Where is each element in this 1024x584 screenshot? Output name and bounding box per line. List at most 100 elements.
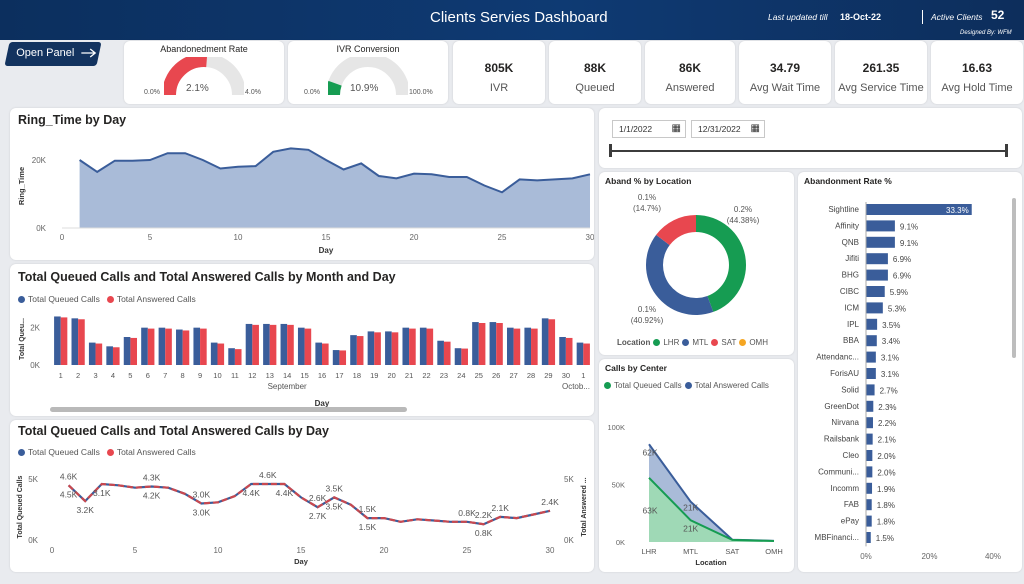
open-panel-button[interactable]: Open Panel (4, 42, 102, 66)
line-answered (67, 482, 551, 526)
x-tick-label: 40% (985, 552, 1001, 561)
bar-queued (228, 348, 235, 365)
x-tick-label: 28 (527, 371, 535, 380)
data-label: 4.6K (60, 471, 78, 481)
line-answered (648, 477, 775, 542)
bar (866, 368, 876, 379)
bar-queued (210, 342, 218, 365)
month-day-bar-chart: 1 2 3 4 5 6 7 8 9 10 11 12 13 14 15 16 17 18 19 20 21 22 23 24 2… (19, 316, 590, 408)
data-label: 2.2K (475, 510, 493, 520)
value-label: 5.3% (888, 304, 906, 313)
bar (866, 499, 872, 511)
y2-axis-title: Total Answered ... (581, 477, 588, 536)
value-label: 9.1% (900, 222, 918, 231)
date-slider-start-handle[interactable] (609, 144, 612, 157)
category-label: Sightline (828, 205, 859, 214)
bar-answered (287, 324, 294, 365)
kpi-ivr-card: 805K IVR (453, 41, 545, 104)
bar-answered (391, 332, 399, 365)
kpi-avg-wait-card: 34.79 Avg Wait Time (739, 41, 831, 104)
ring-time-chart: 0K 20K 0 5 10 15 20 25 30 Day Ring_Time (17, 147, 594, 255)
area-line (79, 147, 591, 194)
kpi-queued-card: 88K Queued (549, 41, 641, 104)
slice-label: 0.1% (638, 305, 656, 314)
x-tick-label: 25 (475, 371, 483, 380)
legend-label: Total Queued Calls (28, 447, 100, 457)
category-label: FAB (844, 500, 859, 509)
calendar-icon[interactable]: ▦ (671, 123, 681, 134)
month-label: Octob... (562, 382, 590, 391)
category-label: Jifiti (845, 254, 859, 263)
x-tick-label: 11 (231, 371, 239, 380)
gauge-title: Abandonedment Rate (160, 44, 248, 54)
x-tick-label: SAT (725, 547, 739, 556)
value-label: 1.5% (876, 534, 894, 543)
bar-queued (158, 327, 166, 365)
category-label: Attendanc... (816, 353, 859, 362)
bar (866, 204, 972, 215)
kpi-avg-hold-card: 16.63 Avg Hold Time (931, 41, 1023, 104)
category-label: QNB (842, 238, 859, 247)
kpi-label: Answered (665, 82, 715, 94)
x-tick-label: 27 (509, 371, 517, 380)
x-tick-label: 10 (234, 233, 243, 242)
bar-queued (106, 346, 113, 365)
bar-answered (322, 343, 329, 365)
bar-answered (496, 323, 503, 365)
donut-slice (645, 234, 714, 316)
bar-answered (130, 337, 138, 365)
gauge-value: 2.1% (186, 83, 209, 94)
donut-slice (656, 215, 696, 246)
date-slider-track[interactable] (611, 150, 1008, 152)
kpi-answered-card: 86K Answered (645, 41, 735, 104)
date-slider-end-handle[interactable] (1005, 144, 1008, 157)
legend-label: LHR (663, 338, 680, 347)
legend-label: Total Queued Calls (614, 381, 682, 390)
y-tick-label: 0K (36, 224, 46, 233)
calendar-icon[interactable]: ▦ (750, 123, 760, 134)
bar-answered (478, 323, 486, 365)
bar-answered (200, 328, 207, 365)
horizontal-scrollbar[interactable] (50, 407, 407, 412)
bar-queued (332, 350, 340, 365)
aband-location-card: Aband % by Location 0.2% (44.38%) 0.1% (40.… (599, 172, 794, 355)
value-label: 2.2% (878, 419, 896, 428)
x-tick-label: 23 (440, 371, 448, 380)
x-tick-label: 20 (388, 371, 396, 380)
bar-queued (489, 322, 497, 365)
calls-by-center-card: Calls by Center Total Queued Calls Total… (599, 359, 794, 572)
x-tick-label: 15 (322, 233, 331, 242)
legend-dot (711, 339, 719, 346)
bar (866, 384, 875, 396)
area-fill (79, 148, 590, 228)
y-tick-label: 2K (30, 324, 40, 333)
start-date-value: 1/1/2022 (619, 124, 653, 134)
kpi-label: Avg Wait Time (749, 82, 821, 94)
start-date-input[interactable]: 1/1/2022 ▦ (612, 120, 686, 138)
x-axis-title: Day (294, 557, 309, 566)
ring-time-chart-card: Ring_Time by Day 0K 20K 0 5 10 15 20 25 30 Day Rin… (10, 108, 594, 260)
bar-queued (506, 327, 514, 365)
bar-answered (531, 328, 538, 365)
end-date-input[interactable]: 12/31/2022 ▦ (691, 120, 765, 138)
category-label: ICM (844, 303, 859, 312)
bar (866, 400, 874, 412)
y-tick-label: 0K (28, 536, 38, 545)
y-tick-label: 20K (32, 156, 47, 165)
chart-legend: Total Queued Calls Total Answered Calls (18, 294, 196, 304)
bar (866, 433, 873, 445)
bar-answered (374, 332, 381, 365)
y-axis-title: Total Queu... (19, 318, 26, 360)
bar-queued (263, 323, 270, 365)
gauge-title: IVR Conversion (336, 44, 400, 54)
legend-dot (18, 448, 25, 456)
x-tick-label: 1 (581, 371, 585, 380)
bar-answered (356, 336, 364, 365)
data-label: 0.8K (475, 528, 493, 538)
slice-label: 0.1% (638, 193, 656, 202)
vertical-scrollbar[interactable] (1012, 198, 1016, 358)
x-tick-label: 19 (370, 371, 378, 380)
data-label: 1.5K (359, 522, 377, 532)
chart-title: Ring_Time by Day (18, 113, 127, 127)
bar-queued (141, 327, 148, 365)
